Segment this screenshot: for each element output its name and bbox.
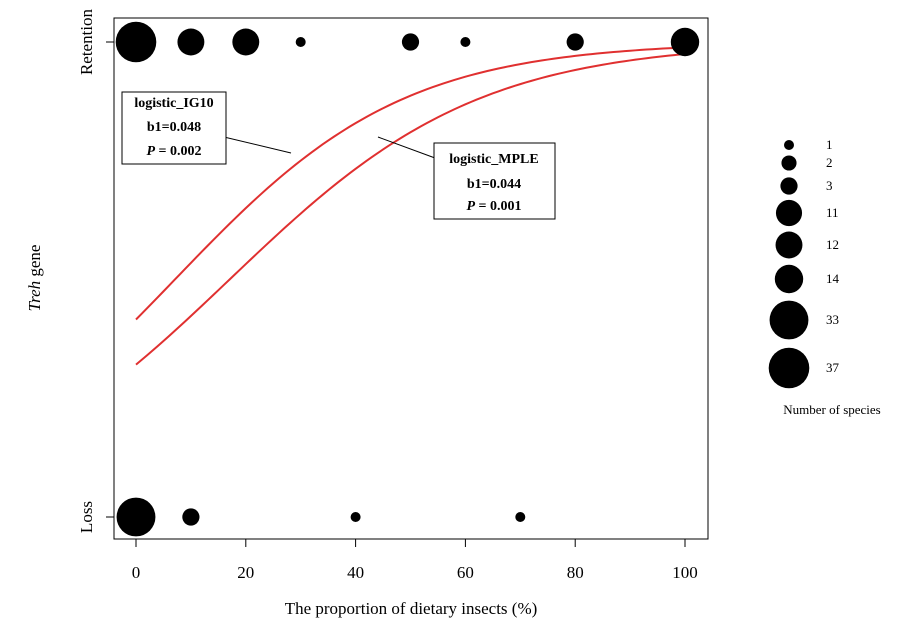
annotation-mple-p-value: 0.001 (490, 199, 522, 214)
legend-circle (774, 264, 804, 294)
legend-circle (775, 199, 803, 227)
data-point (182, 508, 200, 526)
data-point (232, 28, 260, 56)
legend-circle (781, 155, 797, 171)
logistic-curves (135, 46, 686, 366)
legend-label: 2 (826, 155, 833, 170)
y-tick-label: Retention (77, 8, 96, 75)
legend-label: 1 (826, 137, 833, 152)
legend-circle (775, 231, 803, 259)
legend-circle (784, 140, 794, 150)
legend-circle (780, 177, 798, 195)
y-axis-title-italic: Treh (25, 281, 44, 312)
annotation-ig10-b1: b1=0.048 (147, 120, 201, 135)
data-point (295, 37, 306, 47)
y-axis: Loss Retention (77, 8, 115, 533)
legend-circle (769, 300, 809, 340)
annotation-mple-leader (377, 136, 436, 159)
data-point (566, 33, 584, 51)
annotation-ig10-box (121, 91, 227, 165)
x-tick-label: 40 (347, 563, 364, 582)
curve-logistic_IG10 (135, 46, 686, 321)
y-tick-label: Loss (77, 501, 96, 533)
x-axis: 0 20 40 60 80 100 (132, 538, 698, 582)
data-points (115, 21, 700, 537)
data-point (401, 33, 420, 51)
x-tick-label: 60 (457, 563, 474, 582)
data-point (115, 21, 157, 63)
curve-logistic_MPLE (135, 53, 686, 366)
annotation-ig10-p: P = 0.002 (146, 144, 201, 159)
data-point (177, 28, 205, 56)
legend-circle (768, 347, 810, 389)
x-axis-title: The proportion of dietary insects (%) (285, 599, 538, 618)
annotation-mple-b1: b1=0.044 (467, 177, 521, 192)
y-axis-title-rest: gene (25, 245, 44, 281)
legend-label: 14 (826, 271, 840, 286)
data-point (515, 512, 526, 522)
legend-title: Number of species (783, 402, 880, 417)
legend-label: 37 (826, 360, 840, 375)
legend-label: 33 (826, 312, 839, 327)
data-point (670, 27, 700, 57)
data-point (116, 497, 156, 537)
data-point (460, 37, 471, 47)
p-equals: = (475, 199, 490, 214)
x-tick-label: 100 (672, 563, 698, 582)
annotation-ig10: logistic_IG10 b1=0.048 P = 0.002 (121, 91, 292, 165)
x-tick-label: 80 (567, 563, 584, 582)
annotation-mple: logistic_MPLE b1=0.044 P = 0.001 (377, 136, 556, 220)
legend-label: 11 (826, 205, 839, 220)
p-symbol: P (146, 144, 155, 159)
annotation-mple-p: P = 0.001 (466, 199, 521, 214)
annotation-ig10-p-value: 0.002 (170, 144, 202, 159)
annotation-mple-box (433, 142, 556, 220)
annotation-ig10-title: logistic_IG10 (134, 96, 213, 111)
legend-label: 3 (826, 178, 833, 193)
data-point (350, 512, 361, 522)
p-equals: = (155, 144, 170, 159)
x-tick-label: 20 (237, 563, 254, 582)
p-symbol: P (466, 199, 475, 214)
annotation-mple-title: logistic_MPLE (449, 152, 538, 167)
y-axis-title: Treh gene (25, 245, 44, 312)
x-tick-label: 0 (132, 563, 141, 582)
legend-label: 12 (826, 237, 839, 252)
